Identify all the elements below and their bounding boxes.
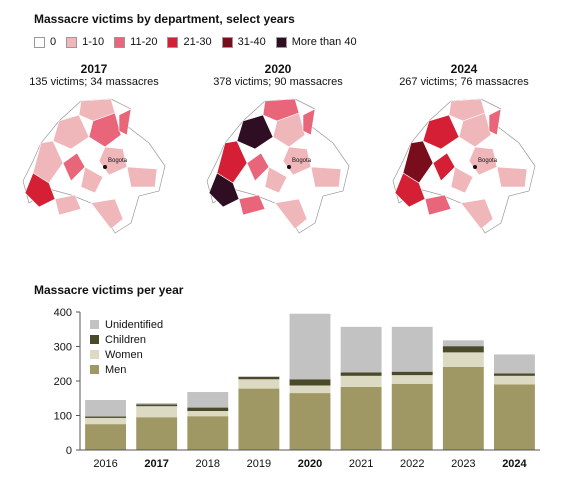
bar-segment-unidentified-2017 [136,403,178,405]
bar-segment-women-2023 [442,352,484,367]
legend-swatch-unidentified [90,320,99,329]
bar-segment-children-2021 [340,372,382,376]
legend-swatch [221,36,233,48]
y-tick-label: 300 [54,342,72,354]
bar-chart-title: Massacre victims per year [34,283,184,297]
bar-segment-children-2016 [85,416,126,418]
legend-label-men: Men [105,364,126,376]
bar-segment-children-2020 [289,379,331,386]
colombia-map-2024: Bogota [392,98,536,234]
legend-label: More than 40 [291,36,357,48]
victims-stacked-bar-chart: 0 100 200 300 400 2016 2017 2018 2019 2020 2021 202… [54,307,540,470]
x-tick-label: 2022 [400,458,424,470]
legend-label-women: Women [105,349,143,361]
bogota-marker [103,165,107,169]
legend-item-31-40: 31-40 [221,36,266,48]
bar-segment-women-2021 [340,375,382,387]
bar-segment-men-2020 [289,393,331,450]
legend-item-21-30: 21-30 [167,36,212,48]
bar-segment-children-2018 [187,407,229,412]
bar-segment-men-2021 [340,386,382,450]
bar-segment-children-2019 [238,376,280,380]
bar-segment-women-2016 [85,417,126,425]
bar-segment-children-2024 [494,373,535,376]
bar-segment-men-2024 [494,384,535,450]
legend-swatch [114,36,126,48]
y-tick-label: 200 [54,376,72,388]
bar-segment-unidentified-2020 [289,313,331,380]
bar-segment-women-2018 [187,411,229,417]
bar-segment-unidentified-2024 [494,354,535,374]
map-year: 2017 [80,62,108,76]
bar-segment-women-2017 [136,406,178,418]
x-tick-label: 2017 [144,458,168,470]
map-panel-2017: 2017 135 victims; 34 massacres Bogota [14,62,174,241]
bar-segment-men-2019 [238,388,280,450]
y-tick-label: 100 [54,411,72,423]
map-legend: 0 1-10 11-20 21-30 31-40 More than 40 [34,36,367,48]
legend-item-over-40: More than 40 [275,36,357,48]
legend-swatch [275,36,287,48]
x-tick-label: 2016 [93,458,117,470]
legend-swatch [167,36,179,48]
map-panel-2024: 2024 267 victims; 76 massacres Bogota [384,62,544,241]
legend-swatch [34,36,45,48]
bar-segment-unidentified-2021 [340,326,382,373]
y-tick-label: 0 [66,445,72,457]
legend-item-1-10: 1-10 [66,36,104,48]
bar-segment-women-2019 [238,379,280,389]
map-subtitle: 378 victims; 90 massacres [213,76,343,88]
legend-swatch-men [90,365,99,374]
bar-segment-men-2023 [442,366,484,450]
legend-label: 11-20 [130,36,158,48]
bar-segment-women-2022 [391,375,433,384]
legend-label-children: Children [105,334,146,346]
bogota-label: Bogota [292,158,312,164]
bar-segment-children-2022 [391,371,433,376]
x-tick-label: 2019 [247,458,271,470]
bar-segment-children-2023 [442,346,484,353]
map-panel-2020: 2020 378 victims; 90 massacres Bogota [198,62,358,241]
bar-segment-children-2017 [136,404,178,407]
y-tick-label: 400 [54,307,72,319]
legend-label-unidentified: Unidentified [105,319,163,331]
x-tick-label: 2018 [196,458,220,470]
bar-segment-men-2018 [187,416,229,450]
bogota-marker [287,165,291,169]
bar-segment-men-2017 [136,417,178,450]
legend-label: 31-40 [237,36,266,48]
x-tick-label: 2024 [502,458,527,470]
bar-segment-women-2020 [289,385,331,394]
bogota-label: Bogota [478,158,498,164]
bar-segment-women-2024 [494,375,535,385]
x-tick-label: 2023 [451,458,475,470]
legend-item-11-20: 11-20 [114,36,157,48]
x-tick-label: 2020 [298,458,322,470]
legend-label: 0 [50,36,57,48]
legend-swatch [66,36,78,48]
legend-item-0: 0 [34,36,56,48]
legend-label: 21-30 [183,36,212,48]
bar-segment-unidentified-2022 [391,326,433,372]
bar-segment-unidentified-2018 [187,392,229,408]
bar-segment-men-2016 [85,424,126,450]
map-subtitle: 135 victims; 34 massacres [29,76,159,88]
x-tick-label: 2021 [349,458,373,470]
bogota-label: Bogota [108,158,128,164]
legend-label: 1-10 [82,36,105,48]
legend-swatch-women [90,350,99,359]
map-year: 2020 [264,62,292,76]
maps-title: Massacre victims by department, select y… [34,12,295,26]
colombia-map-2020: Bogota [206,98,350,234]
bar-segment-unidentified-2023 [442,340,484,347]
bar-segment-men-2022 [391,383,433,450]
map-subtitle: 267 victims; 76 massacres [399,76,529,88]
colombia-map-2017: Bogota [22,98,166,234]
bar-segment-unidentified-2019 [238,376,280,377]
bogota-marker [473,165,477,169]
legend-swatch-children [90,335,99,344]
bar-segment-unidentified-2016 [85,399,126,417]
map-year: 2024 [450,62,478,76]
